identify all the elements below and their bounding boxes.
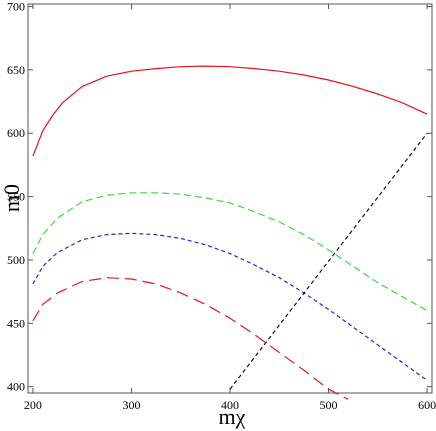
series-line-2 (32, 192, 428, 312)
series-line-5 (229, 132, 428, 390)
plot-frame (27, 3, 433, 394)
x-tick-label: 400 (221, 398, 239, 412)
y-tick-label: 450 (7, 316, 25, 330)
y-tick-label: 550 (7, 190, 25, 204)
tick-layer: 200 300 400 500 600 400 450 500 550 600 650 700 (7, 0, 436, 412)
series-line-1 (32, 65, 428, 157)
series-line-4 (32, 277, 349, 400)
x-tick-label: 200 (24, 398, 42, 412)
x-tick-label: 300 (122, 398, 140, 412)
y-tick-label: 400 (7, 380, 25, 394)
y-tick-label: 500 (7, 253, 25, 267)
x-tick-label: 500 (320, 398, 338, 412)
x-tick-label: 600 (418, 398, 436, 412)
x-axis-label: mχ (219, 404, 246, 429)
y-tick-label: 650 (7, 63, 25, 77)
y-axis-label: m0 (0, 184, 24, 212)
y-tick-label: 600 (7, 126, 25, 140)
series-line-3 (32, 232, 428, 381)
y-tick-label: 700 (7, 0, 25, 14)
series-layer (32, 65, 428, 400)
